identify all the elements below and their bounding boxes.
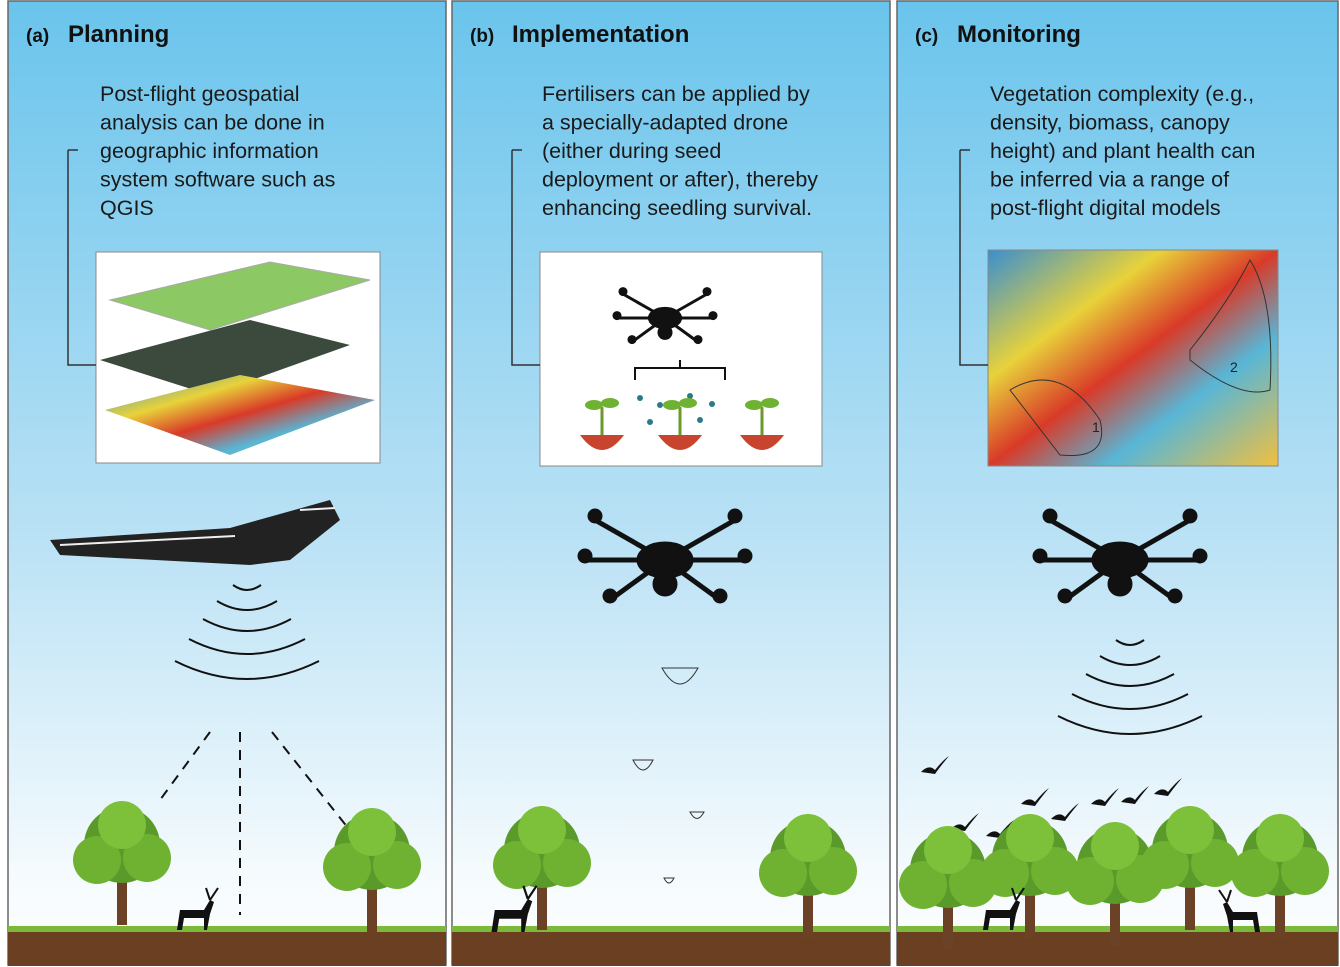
panel-text: density, biomass, canopy [990, 111, 1230, 135]
panel-text: Vegetation complexity (e.g., [990, 82, 1254, 106]
panels: (a) Planning Post-flight geospatial analysi… [8, 1, 1338, 966]
map-label: 2 [1230, 359, 1238, 375]
panel-text: be inferred via a range of [990, 168, 1229, 192]
panel-text: a specially-adapted drone [542, 111, 788, 135]
grass [452, 926, 890, 932]
panel-title: Implementation [512, 21, 689, 48]
ground [8, 930, 446, 966]
panel-text: deployment or after), thereby [542, 168, 818, 192]
panel-label: (c) [915, 26, 938, 47]
panel-text: system software such as [100, 168, 335, 192]
panel-title: Monitoring [957, 21, 1081, 48]
panel-text: QGIS [100, 196, 154, 220]
ground [452, 930, 890, 966]
map-label: 1 [1092, 419, 1100, 435]
panel-text: post-flight digital models [990, 196, 1221, 220]
panel-label: (a) [26, 26, 49, 47]
figure: (a) Planning Post-flight geospatial analysi… [0, 0, 1340, 967]
panel-text: height) and plant health can [990, 139, 1255, 163]
panel-text: geographic information [100, 139, 319, 163]
panel-text: Fertilisers can be applied by [542, 82, 810, 106]
panel-text: (either during seed [542, 139, 721, 163]
panel-label: (b) [470, 26, 494, 47]
panel-text: Post-flight geospatial [100, 82, 300, 106]
panel-text: enhancing seedling survival. [542, 196, 812, 220]
panel-title: Planning [68, 21, 169, 48]
panel-text: analysis can be done in [100, 111, 325, 135]
grass [8, 926, 446, 932]
